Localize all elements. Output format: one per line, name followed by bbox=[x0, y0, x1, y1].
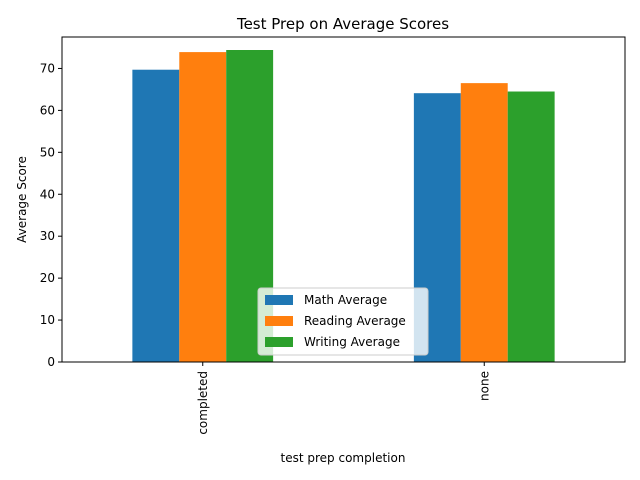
y-tick-label: 40 bbox=[40, 187, 55, 201]
bar-reading-average-none bbox=[460, 83, 508, 363]
legend-label: Writing Average bbox=[304, 335, 400, 349]
bar-writing-average-none bbox=[507, 91, 555, 363]
y-tick-label: 20 bbox=[40, 271, 55, 285]
bar-reading-average-completed bbox=[179, 52, 227, 363]
y-tick-label: 0 bbox=[47, 355, 55, 369]
x-axis-label: test prep completion bbox=[281, 451, 406, 465]
legend: Math Average Reading Average Writing Avera… bbox=[257, 287, 429, 356]
y-tick-label: 10 bbox=[40, 313, 55, 327]
x-axis: completed none bbox=[196, 362, 491, 435]
y-tick-label: 50 bbox=[40, 145, 55, 159]
x-tick-label: completed bbox=[196, 371, 210, 435]
legend-box bbox=[257, 287, 429, 356]
y-axis-label: Average Score bbox=[15, 156, 29, 243]
y-tick-label: 30 bbox=[40, 229, 55, 243]
legend-swatch bbox=[265, 337, 293, 347]
legend-label: Math Average bbox=[304, 293, 387, 307]
legend-swatch bbox=[265, 295, 293, 305]
y-tick-label: 60 bbox=[40, 103, 55, 117]
y-axis: 0 10 20 30 40 50 60 70 bbox=[40, 61, 62, 369]
legend-swatch bbox=[265, 316, 293, 326]
bar-math-average-completed bbox=[132, 69, 180, 362]
legend-label: Reading Average bbox=[304, 314, 406, 328]
bars-group bbox=[132, 50, 555, 363]
plot-frame bbox=[61, 36, 626, 363]
chart-title: Test Prep on Average Scores bbox=[236, 15, 449, 33]
x-tick-label: none bbox=[477, 371, 491, 401]
y-tick-label: 70 bbox=[40, 61, 55, 75]
